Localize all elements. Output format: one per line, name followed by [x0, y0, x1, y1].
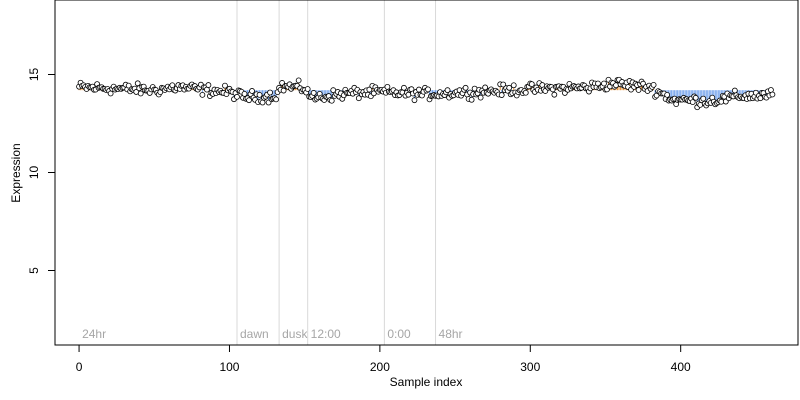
data-point — [601, 80, 607, 87]
x-tick-label: 300 — [520, 360, 540, 374]
data-point — [477, 94, 484, 101]
data-point — [664, 91, 671, 98]
y-tick-label: 10 — [27, 166, 41, 180]
data-point — [328, 97, 335, 104]
data-points — [76, 76, 776, 111]
data-point — [267, 89, 273, 96]
data-point — [205, 82, 212, 88]
data-point — [731, 87, 738, 94]
data-point — [510, 82, 517, 89]
data-point — [137, 90, 144, 97]
data-point — [310, 90, 317, 96]
data-point — [411, 97, 418, 104]
data-point — [134, 80, 141, 87]
vertical-marker-label: 12:00 — [311, 327, 341, 341]
data-point — [650, 81, 657, 88]
data-point — [199, 91, 206, 98]
data-point — [506, 84, 513, 91]
x-axis-label: Sample index — [390, 375, 463, 389]
data-point — [222, 82, 228, 89]
plot-frame — [54, 0, 799, 346]
data-point — [246, 97, 252, 104]
data-point — [234, 93, 240, 100]
data-point — [551, 91, 558, 98]
data-point — [692, 94, 699, 101]
vertical-marker-label: dawn — [240, 327, 269, 341]
data-point — [769, 91, 776, 98]
vertical-marker-label: 0:00 — [387, 327, 411, 341]
data-point — [259, 99, 266, 106]
data-point — [366, 86, 373, 93]
data-point — [462, 84, 469, 91]
y-tick-label: 5 — [27, 267, 41, 274]
x-tick-label: 400 — [671, 360, 691, 374]
data-point — [700, 95, 707, 102]
data-point — [256, 91, 263, 98]
data-point — [384, 83, 391, 90]
data-point — [522, 89, 529, 96]
data-point — [416, 86, 422, 93]
x-tick-label: 200 — [370, 360, 390, 374]
vertical-marker-label: 24hr — [82, 327, 106, 341]
data-point — [689, 99, 696, 106]
x-tick-label: 100 — [219, 360, 239, 374]
vertical-markers: 24hr dawn dusk 12:00 0:00 48hr — [82, 0, 463, 345]
data-point — [498, 92, 505, 98]
data-point — [500, 81, 507, 88]
data-point — [444, 87, 451, 94]
data-point — [107, 90, 114, 97]
data-point — [273, 96, 279, 103]
data-point — [304, 86, 311, 92]
data-point — [635, 87, 642, 93]
axes: 0 100 200 300 400 5 10 15 — [27, 67, 691, 374]
data-point — [401, 84, 407, 91]
data-point — [355, 95, 362, 102]
data-point — [482, 84, 489, 91]
data-point — [528, 81, 535, 87]
data-point — [468, 96, 475, 103]
data-point — [295, 77, 302, 84]
y-axis-label: Expression — [9, 143, 23, 202]
data-point — [425, 86, 431, 93]
x-tick-label: 0 — [76, 360, 83, 374]
vertical-marker-label: 48hr — [439, 327, 463, 341]
vertical-marker-label: dusk — [282, 327, 308, 341]
y-tick-label: 15 — [27, 67, 41, 81]
data-point — [249, 88, 255, 94]
